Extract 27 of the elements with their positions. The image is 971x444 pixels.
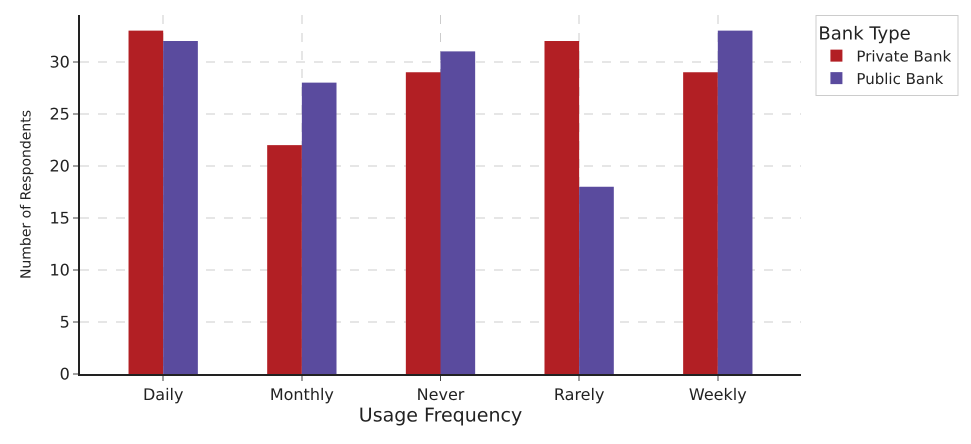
bar <box>302 82 337 374</box>
x-tick-label: Daily <box>142 385 184 404</box>
y-tick-label: 15 <box>49 208 70 228</box>
x-tick-label: Monthly <box>270 385 334 404</box>
x-tick-label: Rarely <box>554 385 604 404</box>
bar <box>579 186 614 374</box>
x-axis-title: Usage Frequency <box>358 404 522 426</box>
y-tick-label: 20 <box>49 156 70 176</box>
bar <box>267 145 302 374</box>
y-tick-label: 10 <box>49 260 70 280</box>
bar <box>544 41 580 374</box>
x-tick-label: Weekly <box>688 385 747 404</box>
y-tick-label: 25 <box>49 104 70 124</box>
x-tick-label: Never <box>416 385 465 404</box>
legend-label: Public Bank <box>856 70 944 88</box>
legend-label: Private Bank <box>856 48 952 66</box>
y-axis-title: Number of Respondents <box>18 110 35 280</box>
y-tick-label: 0 <box>60 364 70 384</box>
bar <box>128 30 164 374</box>
y-tick-label: 30 <box>49 52 70 72</box>
bar <box>163 41 198 374</box>
bar <box>406 72 440 374</box>
bar <box>718 30 752 374</box>
bar <box>683 72 718 374</box>
legend-title: Bank Type <box>818 23 911 44</box>
bar <box>440 51 476 374</box>
y-tick-label: 5 <box>60 312 70 332</box>
